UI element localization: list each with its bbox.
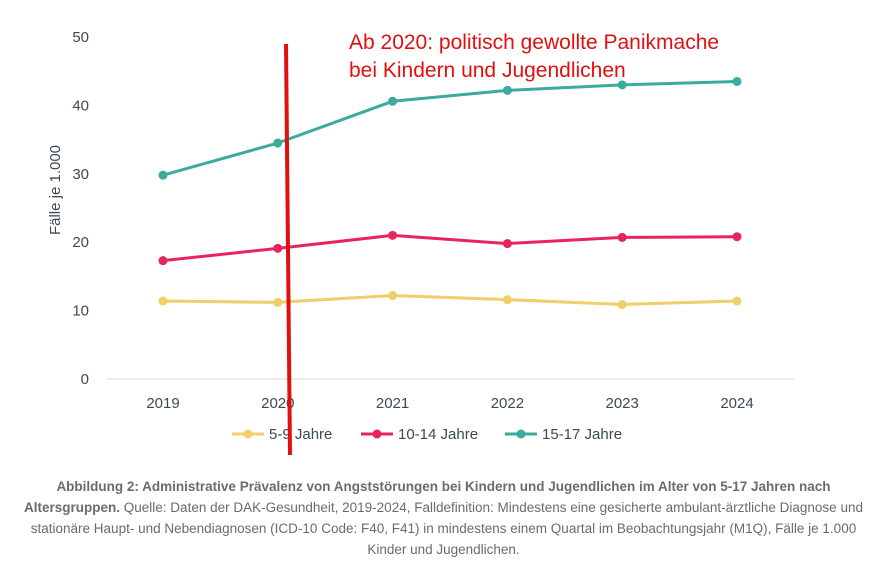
data-point (732, 232, 742, 242)
data-point (732, 296, 742, 306)
legend-swatch-dot (243, 429, 253, 439)
data-point (158, 296, 168, 306)
y-tick-label: 10 (72, 303, 89, 320)
data-point (158, 256, 168, 266)
y-tick-label: 50 (72, 29, 89, 46)
x-tick-label: 2023 (606, 395, 639, 412)
series-line-3 (162, 79, 738, 177)
annotation-line-2: bei Kindern und Jugendlichen (349, 59, 626, 82)
data-point (617, 232, 627, 242)
figure-caption: Abbildung 2: Administrative Prävalenz vo… (22, 476, 865, 560)
x-tick-label: 2020 (261, 395, 294, 412)
y-tick-label: 0 (81, 371, 89, 388)
x-tick-label: 2024 (720, 395, 753, 412)
x-tick-label: 2019 (146, 395, 179, 412)
y-tick-label: 30 (72, 166, 89, 183)
data-point (273, 243, 283, 253)
x-tick-label: 2021 (376, 395, 409, 412)
legend-label: 10-14 Jahre (398, 426, 478, 443)
data-point (388, 291, 398, 301)
series-line-1 (162, 294, 738, 306)
data-point (732, 76, 742, 86)
red-marker-line (284, 43, 292, 456)
y-tick-label: 40 (72, 97, 89, 114)
legend-swatch-dot (516, 429, 526, 439)
data-point (617, 80, 627, 90)
y-tick-label: 20 (72, 234, 89, 251)
data-point (388, 230, 398, 240)
data-point (273, 138, 283, 148)
legend-label: 5-9 Jahre (269, 426, 332, 443)
data-point (388, 96, 398, 106)
legend-swatch-dot (372, 429, 382, 439)
caption-text: Quelle: Daten der DAK-Gesundheit, 2019-2… (30, 500, 863, 557)
series-line-2 (162, 233, 738, 263)
data-point (273, 297, 283, 307)
line-chart: 0 10 20 30 40 50 2019 2020 2021 2022 2023 2024 Fäl… (47, 29, 794, 456)
annotation-line-1: Ab 2020: politisch gewollte Panikmache (349, 31, 719, 54)
caption-title: Abbildung 2: Administrative Prävalenz vo… (24, 479, 831, 515)
data-point (502, 85, 512, 95)
x-tick-label: 2022 (491, 395, 524, 412)
data-point (158, 170, 168, 180)
y-axis-label: Fälle je 1.000 (47, 145, 64, 235)
data-point (502, 239, 512, 249)
data-point (502, 295, 512, 305)
legend-label: 15-17 Jahre (542, 426, 622, 443)
data-point (617, 299, 627, 309)
